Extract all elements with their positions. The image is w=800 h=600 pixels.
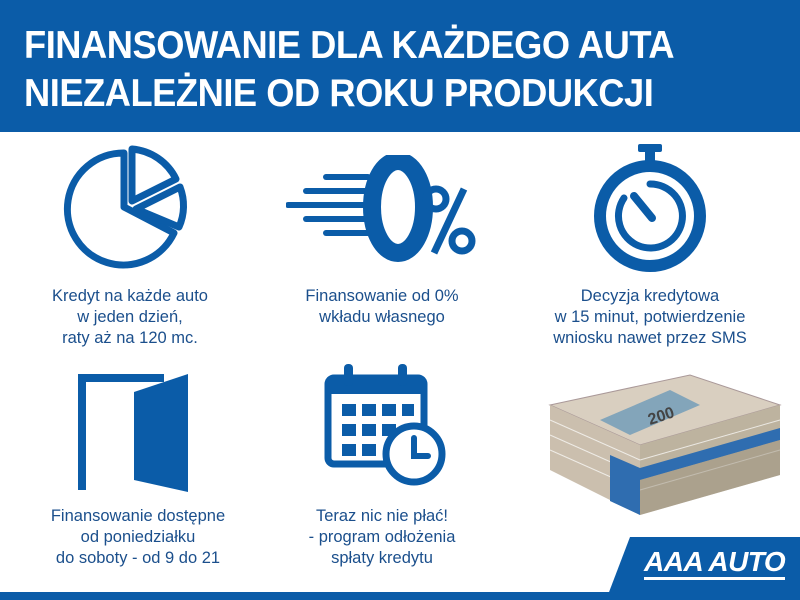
- caption-line: - program odłożenia: [308, 528, 456, 546]
- caption-line: raty aż na 120 mc.: [62, 329, 198, 347]
- feature-caption-decision: Decyzja kredytowa w 15 minut, potwierdze…: [520, 286, 780, 349]
- money-stack-icon: 200: [548, 374, 782, 515]
- caption-line: do soboty - od 9 do 21: [55, 549, 221, 567]
- brand-logo: AAA AUTO: [606, 537, 800, 600]
- caption-line: Finansowanie od 0%: [305, 287, 459, 305]
- caption-line: Teraz nic nie płać!: [315, 507, 449, 525]
- header-banner: FINANSOWANIE DLA KAŻDEGO AUTA NIEZALEŻNI…: [0, 0, 800, 132]
- open-door-icon: [78, 374, 188, 492]
- feature-caption-deferral: Teraz nic nie płać! - program odłożenia …: [252, 506, 512, 569]
- feature-caption-hours: Finansowanie dostępne od poniedziałku do…: [8, 506, 268, 569]
- calendar-clock-icon: [324, 364, 446, 486]
- zero-percent-icon: [286, 155, 476, 262]
- headline-line-2: NIEZALEŻNIE OD ROKU PRODUKCJI: [24, 72, 654, 115]
- feature-caption-credit: Kredyt na każde auto w jeden dzień, raty…: [0, 286, 260, 349]
- stopwatch-icon: [594, 144, 706, 272]
- pie-chart-icon: [63, 145, 187, 269]
- headline-line-1: FINANSOWANIE DLA KAŻDEGO AUTA: [24, 24, 675, 67]
- logo-text: AAA AUTO: [644, 547, 786, 580]
- caption-line: spłaty kredytu: [331, 549, 433, 567]
- feature-caption-zero-down: Finansowanie od 0% wkładu własnego: [252, 286, 512, 328]
- caption-line: w jeden dzień,: [77, 308, 183, 326]
- bottom-bar: [0, 592, 800, 600]
- caption-line: wkładu własnego: [319, 308, 445, 326]
- caption-line: Finansowanie dostępne: [50, 507, 226, 525]
- caption-line: Decyzja kredytowa: [580, 287, 720, 305]
- caption-line: wniosku nawet przez SMS: [553, 329, 747, 347]
- caption-line: w 15 minut, potwierdzenie: [554, 308, 746, 326]
- caption-line: Kredyt na każde auto: [52, 287, 208, 305]
- caption-line: od poniedziałku: [80, 528, 196, 546]
